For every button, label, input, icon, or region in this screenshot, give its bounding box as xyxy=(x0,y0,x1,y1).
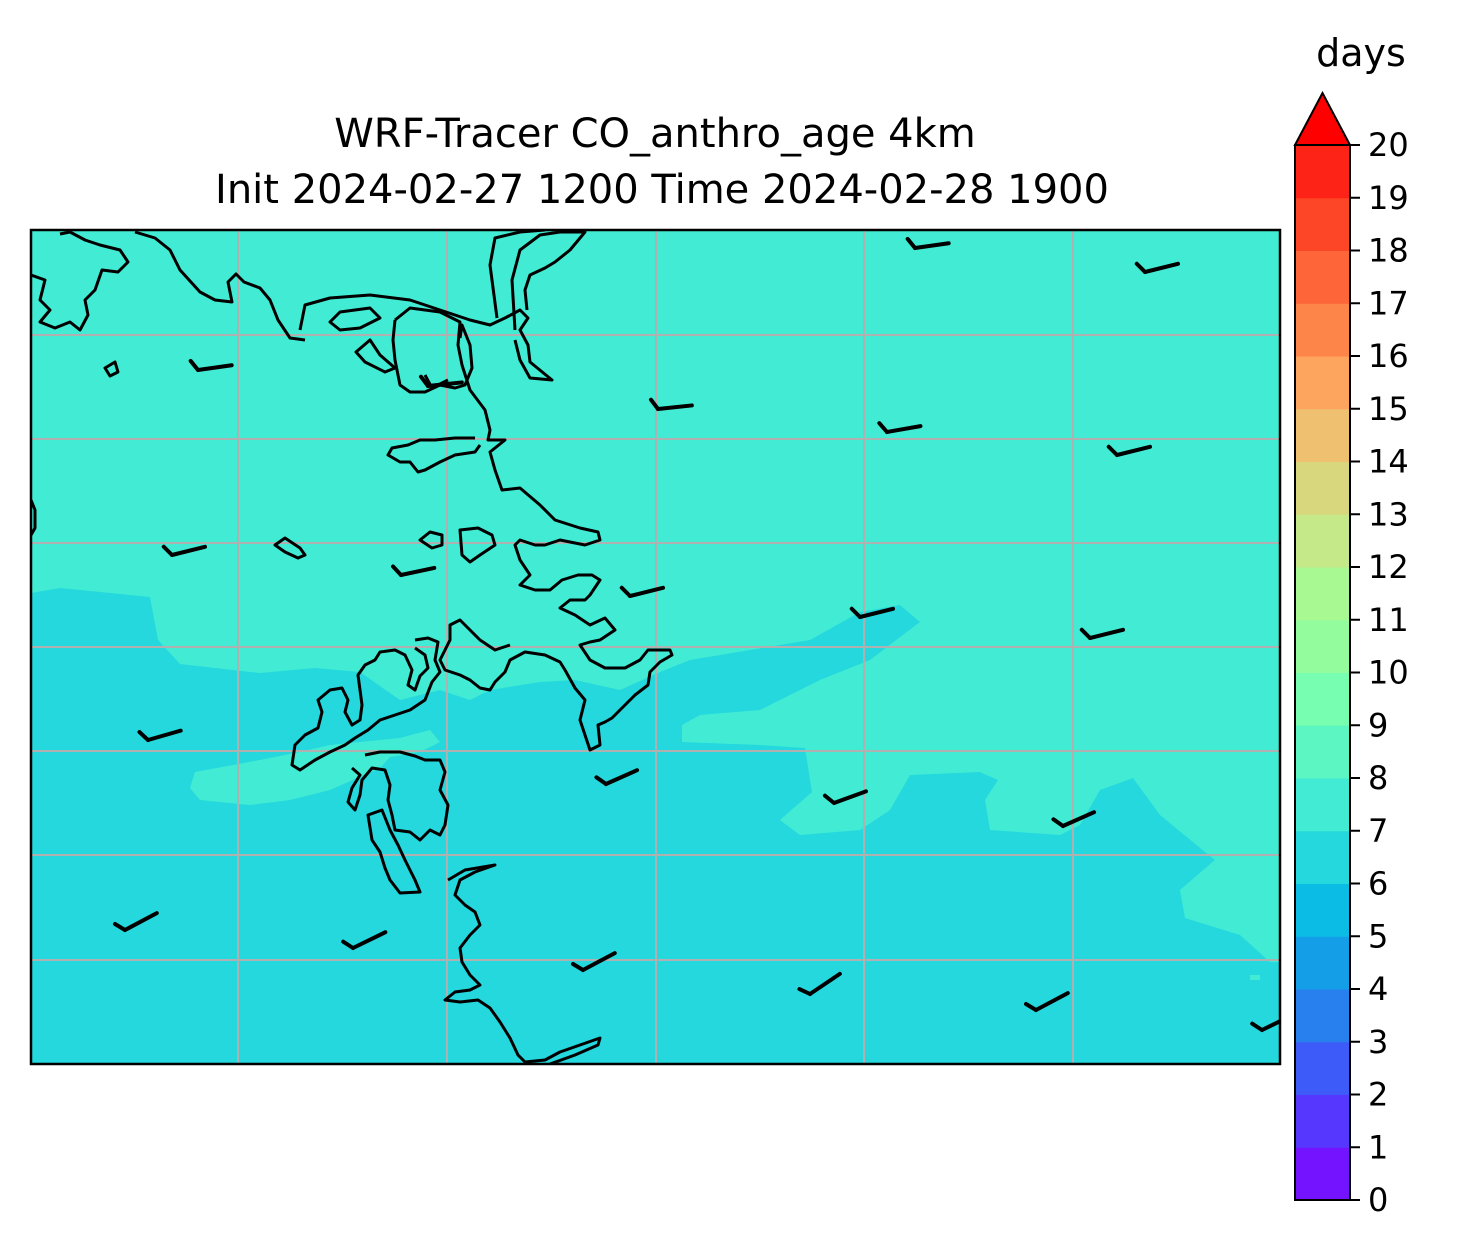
wind-barb xyxy=(822,789,868,805)
colorbar-tick-label: 6 xyxy=(1368,865,1388,903)
colorbar-segment xyxy=(1295,1094,1350,1148)
colorbar-tick-label: 2 xyxy=(1368,1076,1388,1114)
colorbar-segment xyxy=(1295,936,1350,990)
gridlines xyxy=(31,230,1280,1064)
colorbar-tick-label: 7 xyxy=(1368,812,1388,850)
wind-barb xyxy=(1250,1014,1280,1032)
colorbar-tick-label: 4 xyxy=(1368,970,1388,1008)
chart-title-line1: WRF-Tracer CO_anthro_age 4km xyxy=(334,111,976,157)
wind-barb xyxy=(113,911,159,932)
colorbar-segment xyxy=(1295,356,1350,410)
colorbar-segment xyxy=(1295,1147,1350,1201)
colorbar-tick-label: 10 xyxy=(1368,654,1409,692)
colorbar-segment xyxy=(1295,250,1350,304)
wind-barb xyxy=(1106,444,1152,457)
wind-barb xyxy=(1051,810,1097,828)
colorbar-segment xyxy=(1295,725,1350,779)
contour-patch-7-8-east xyxy=(1250,975,1260,980)
colorbar-tick-label: 16 xyxy=(1368,337,1409,375)
wind-barb xyxy=(905,236,951,250)
colorbar-tick-label: 8 xyxy=(1368,759,1388,797)
colorbar-extend-arrow xyxy=(1293,90,1352,146)
colorbar-tick-label: 1 xyxy=(1368,1128,1388,1166)
colorbar-tick-label: 17 xyxy=(1368,284,1409,322)
wind-barb xyxy=(571,951,617,972)
wind-barb xyxy=(877,421,923,434)
colorbar-segment xyxy=(1295,778,1350,832)
colorbar-tick-label: 5 xyxy=(1368,917,1388,955)
chart-title-line2: Init 2024-02-27 1200 Time 2024-02-28 190… xyxy=(215,167,1109,213)
colorbar-tick-label: 13 xyxy=(1368,495,1409,533)
wind-barb xyxy=(1079,627,1125,640)
colorbar-tick-label: 9 xyxy=(1368,706,1388,744)
colorbar-tick-label: 0 xyxy=(1368,1181,1388,1219)
contour-patch-7-8-southwest xyxy=(190,730,440,805)
wind-barb xyxy=(849,606,895,619)
wind-barb xyxy=(188,358,234,372)
colorbar-segment xyxy=(1295,619,1350,673)
wind-barb xyxy=(619,585,665,598)
wind-barb xyxy=(1134,261,1180,274)
colorbar-segment xyxy=(1295,567,1350,621)
map-frame xyxy=(29,228,1282,1066)
wind-barb xyxy=(391,564,437,577)
colorbar-segment xyxy=(1295,145,1350,199)
colorbar-segment xyxy=(1295,303,1350,357)
colorbar-unit-label: days xyxy=(1316,31,1406,75)
colorbar-tick-label: 14 xyxy=(1368,443,1409,481)
wind-barb xyxy=(594,768,640,786)
colorbar-tick-label: 12 xyxy=(1368,548,1409,586)
colorbar-tick-label: 3 xyxy=(1368,1023,1388,1061)
colorbar-segment xyxy=(1295,672,1350,726)
wind-barb xyxy=(341,930,388,950)
colorbar-segment xyxy=(1295,408,1350,462)
colorbar-tick-label: 20 xyxy=(1368,126,1409,164)
wind-barb xyxy=(648,397,694,411)
colorbar-tick-label: 15 xyxy=(1368,390,1409,428)
colorbar-segment xyxy=(1295,883,1350,937)
wind-barb xyxy=(797,971,842,996)
colorbar-segment xyxy=(1295,1041,1350,1095)
colorbar-segment xyxy=(1295,461,1350,515)
colorbar-tick-label: 18 xyxy=(1368,232,1409,270)
colorbar-segment xyxy=(1295,514,1350,568)
wind-barb xyxy=(1024,991,1070,1012)
coastlines xyxy=(31,230,674,1064)
wind-barbs xyxy=(113,236,1280,1032)
colorbar-segment xyxy=(1295,989,1350,1043)
wind-barb xyxy=(418,374,464,388)
colorbar-tick-label: 19 xyxy=(1368,179,1409,217)
map-panel xyxy=(31,230,1280,1064)
colorbar-tick-label: 11 xyxy=(1368,601,1409,639)
wind-barb xyxy=(161,544,207,557)
wind-barb xyxy=(137,728,183,742)
colorbar-segment xyxy=(1295,830,1350,884)
colorbar-segment xyxy=(1295,197,1350,251)
